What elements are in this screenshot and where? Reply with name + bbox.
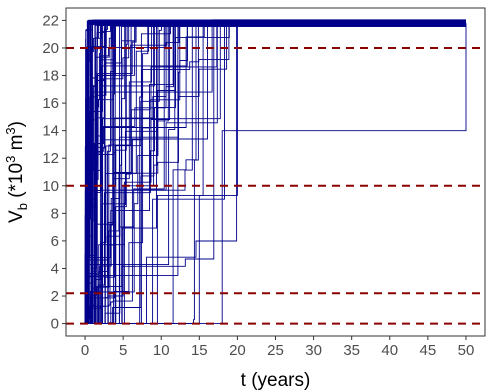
x-tick-label: 40 [381,342,398,359]
y-axis-title: Vb (*103 m3) [3,121,30,223]
y-tick-label: 20 [42,40,59,57]
y-tick-label: 2 [51,288,59,305]
x-tick-label: 0 [81,342,89,359]
series-line [85,21,466,325]
y-axis-title-sup2: 3 [3,127,18,134]
series-line [85,25,466,325]
series-line [85,25,466,325]
series-line [85,24,466,325]
y-tick-label: 4 [51,260,59,277]
series-line [85,24,466,325]
series-line [85,23,466,325]
x-tick-label: 20 [229,342,246,359]
y-tick-label: 0 [51,316,59,333]
x-tick-label: 25 [267,342,284,359]
y-tick-label: 6 [51,233,59,250]
series-line [85,25,466,325]
y-tick-label: 10 [42,178,59,195]
y-axis-title-close: ) [6,121,27,127]
x-tick-label: 10 [153,342,170,359]
y-tick-label: 14 [42,123,59,140]
series-line [85,21,466,325]
x-tick-label: 30 [305,342,322,359]
series-line [85,20,466,325]
y-tick-label: 16 [42,95,59,112]
axis-ticks: 0 5 10 15 20 25 30 35 40 45 50 0 2 4 6 8 10 12 14 16 18 20 22 [42,12,474,359]
y-axis-title-unit: m [6,135,27,156]
x-tick-label: 50 [458,342,475,359]
series-line [85,21,466,325]
series-line [85,21,466,325]
y-tick-label: 12 [42,150,59,167]
y-axis-title-main: V [6,210,27,223]
x-tick-label: 35 [343,342,360,359]
y-axis-title-subscript: b [15,203,30,210]
series-line [85,24,466,325]
y-tick-label: 22 [42,12,59,29]
x-tick-label: 5 [119,342,127,359]
x-tick-label: 15 [191,342,208,359]
x-axis-title: t (years) [241,370,311,391]
series-line [85,24,466,325]
series-line [85,25,466,325]
y-tick-label: 8 [51,205,59,222]
y-tick-label: 18 [42,68,59,85]
series-layer [84,19,467,325]
series-line [85,24,466,325]
x-tick-label: 45 [420,342,437,359]
y-axis-title-sup1: 3 [3,156,18,163]
series-line [85,22,466,325]
y-axis-title-paren: (*10 [6,163,27,203]
